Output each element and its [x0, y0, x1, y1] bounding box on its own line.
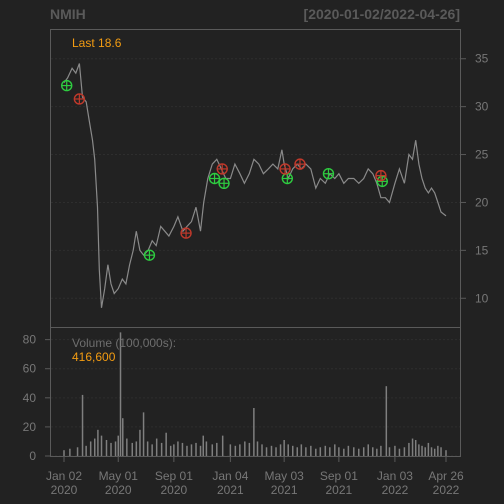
price-tick-label: 15	[475, 243, 489, 257]
volume-label: Volume (100,000s):	[72, 336, 176, 350]
volume-tick-label: 60	[23, 362, 37, 376]
x-tick-label: Jan 04	[212, 469, 248, 483]
x-tick-label: Apr 26	[428, 469, 464, 483]
buy-marker	[281, 172, 294, 185]
volume-tick-label: 40	[23, 391, 37, 405]
price-tick-label: 35	[475, 52, 489, 66]
volume-tick-label: 20	[23, 420, 37, 434]
price-tick-label: 20	[475, 195, 489, 209]
x-tick-year-label: 2022	[382, 483, 409, 497]
x-tick-year-label: 2021	[217, 483, 244, 497]
price-tick-label: 25	[475, 148, 489, 162]
x-tick-label: Jan 02	[46, 469, 82, 483]
volume-tick-label: 80	[23, 333, 37, 347]
buy-marker	[208, 172, 221, 185]
price-tick-label: 10	[475, 291, 489, 305]
chart-symbol: NMIH	[50, 6, 86, 22]
volume-tick-label: 0	[29, 449, 36, 463]
x-tick-year-label: 2020	[105, 483, 132, 497]
volume-value: 416,600	[72, 350, 116, 364]
x-tick-year-label: 2021	[271, 483, 298, 497]
x-tick-year-label: 2020	[51, 483, 78, 497]
price-tick-label: 30	[475, 100, 489, 114]
buy-marker	[322, 168, 335, 180]
x-tick-label: May 03	[264, 469, 304, 483]
sell-marker	[216, 163, 228, 175]
volume-series	[63, 332, 447, 456]
volume-panel-frame	[50, 327, 461, 457]
x-tick-label: May 01	[99, 469, 139, 483]
x-tick-year-label: 2020	[161, 483, 188, 497]
chart-date-range: [2020-01-02/2022-04-26]	[304, 6, 460, 22]
x-tick-label: Sep 01	[155, 469, 193, 483]
last-price-label: Last 18.6	[72, 36, 122, 50]
x-tick-label: Sep 01	[320, 469, 358, 483]
buy-marker	[376, 175, 388, 188]
buy-marker	[218, 177, 230, 189]
sell-marker	[294, 158, 306, 170]
sell-marker	[375, 169, 387, 182]
x-tick-label: Jan 03	[377, 469, 413, 483]
price-grid	[51, 58, 460, 299]
trade-markers	[61, 79, 388, 261]
x-tick-year-label: 2022	[433, 483, 460, 497]
buy-marker	[143, 249, 156, 261]
x-tick-year-label: 2021	[326, 483, 353, 497]
sell-marker	[279, 163, 291, 175]
sell-marker	[73, 93, 86, 105]
sell-marker	[180, 227, 192, 239]
price-series	[63, 63, 447, 308]
price-line	[63, 63, 447, 308]
buy-marker	[61, 79, 73, 92]
